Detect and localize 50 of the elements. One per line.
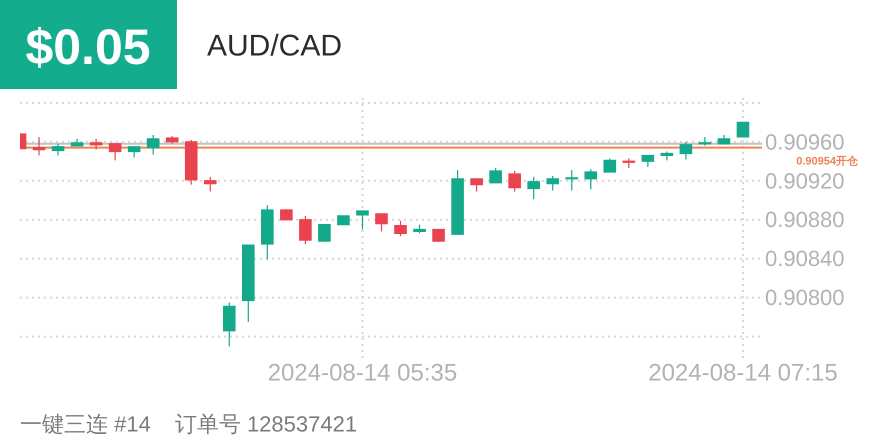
candlestick: [470, 178, 483, 192]
candlestick: [508, 170, 521, 192]
y-tick-label: 0.90880: [765, 207, 845, 232]
text: 订单号 128537421: [174, 412, 358, 436]
candlestick: [546, 175, 560, 192]
candlestick: [451, 169, 464, 235]
candlestick: [337, 215, 350, 226]
candlestick: [299, 215, 312, 245]
candlestick: [736, 122, 750, 138]
candlestick: [184, 139, 198, 186]
candlestick: [603, 158, 616, 173]
candlestick: [432, 228, 445, 243]
candlestick: [413, 224, 426, 234]
candlestick: [565, 169, 578, 192]
candlestick: [261, 204, 274, 260]
candlestick: [32, 136, 46, 156]
candlestick: [166, 135, 179, 144]
candlestick: [375, 213, 388, 232]
text: $0.05: [25, 19, 151, 75]
x-tick-label: 2024-08-14 05:35: [268, 360, 458, 386]
y-tick-label: 0.90960: [765, 129, 845, 154]
y-tick-label: 0.90840: [765, 246, 845, 272]
ref-line-label: 0.90954开仓: [796, 154, 859, 168]
candlestick: [108, 143, 122, 161]
candlestick: [146, 134, 160, 156]
candlestick: [680, 141, 692, 160]
candlestick: [52, 143, 64, 156]
candlestick: [70, 138, 84, 146]
candlestick: [318, 224, 331, 242]
candlestick: [718, 134, 730, 144]
candlestick: [527, 176, 540, 200]
text: 一键三连 #14: [20, 412, 151, 436]
candlestick: [698, 136, 712, 146]
y-tick-label: 0.90800: [765, 285, 845, 310]
candlestick: [394, 220, 407, 237]
y-tick-label: 0.90920: [765, 168, 845, 194]
candlestick: [622, 158, 636, 169]
x-tick-label: 2024-08-14 07:15: [648, 360, 838, 386]
chart-title: AUD/CAD: [207, 30, 342, 62]
candlestick: [242, 244, 255, 323]
candlestick: [204, 176, 217, 192]
candlestick: [642, 154, 654, 168]
candlestick: [489, 168, 502, 184]
candlestick: [128, 146, 140, 158]
candlestick: [280, 208, 293, 220]
candlestick: [222, 302, 236, 347]
candlestick: [660, 150, 674, 161]
candlestick: [90, 138, 102, 150]
candlestick: [356, 210, 369, 230]
candlestick: [584, 168, 598, 190]
